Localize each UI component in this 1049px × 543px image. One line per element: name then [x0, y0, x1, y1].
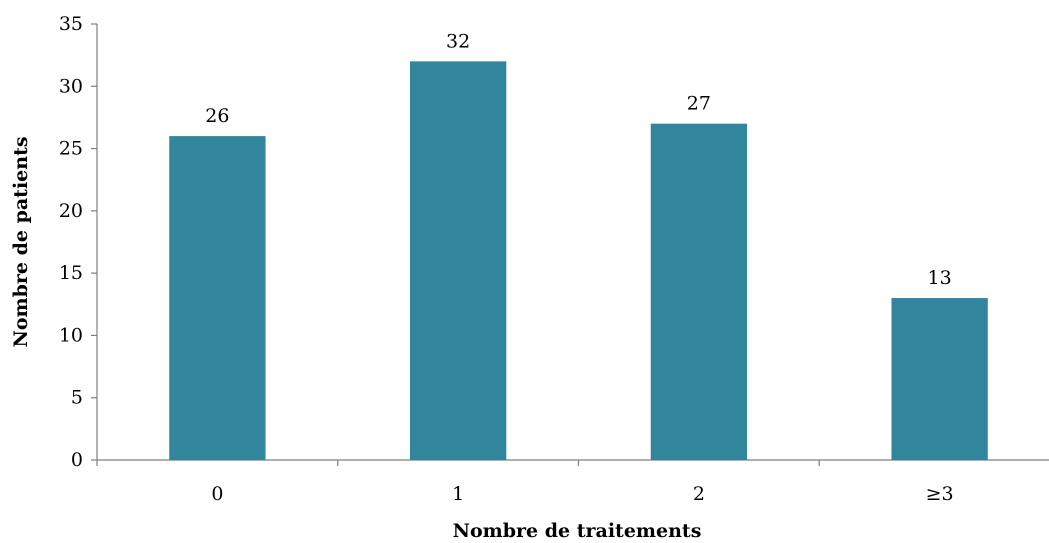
x-axis-title: Nombre de traitements	[453, 520, 702, 542]
bar	[891, 298, 988, 460]
x-tick-label: 2	[693, 483, 705, 505]
y-tick-label: 20	[59, 200, 83, 222]
y-tick-label: 5	[71, 387, 83, 409]
y-tick-label: 0	[71, 449, 83, 471]
y-axis-title: Nombre de patients	[10, 136, 32, 347]
x-axis: 0 1 2 ≥3	[96, 459, 1049, 505]
data-label: 27	[687, 93, 711, 115]
y-tick-label: 10	[59, 324, 83, 346]
bar	[169, 136, 266, 460]
bar	[650, 123, 748, 461]
x-tick-label: ≥3	[926, 483, 954, 505]
data-labels: 26 32 27 13	[205, 30, 951, 289]
data-label: 32	[446, 30, 470, 52]
y-tick-label: 25	[59, 138, 83, 160]
y-tick-label: 15	[59, 262, 83, 284]
y-axis: 0 5 10 15 20 25 30 35	[59, 13, 98, 471]
x-tick-label: 0	[211, 483, 223, 505]
y-tick-label: 30	[59, 75, 83, 97]
y-tick-label: 35	[59, 13, 83, 35]
bars	[169, 61, 988, 461]
data-label: 26	[205, 105, 229, 127]
x-tick-label: 1	[452, 483, 464, 505]
bar	[409, 61, 507, 460]
data-label: 13	[928, 267, 952, 289]
